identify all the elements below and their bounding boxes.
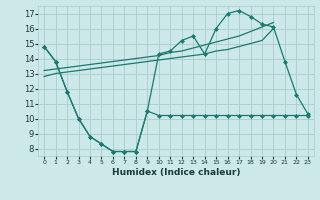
X-axis label: Humidex (Indice chaleur): Humidex (Indice chaleur): [112, 168, 240, 177]
